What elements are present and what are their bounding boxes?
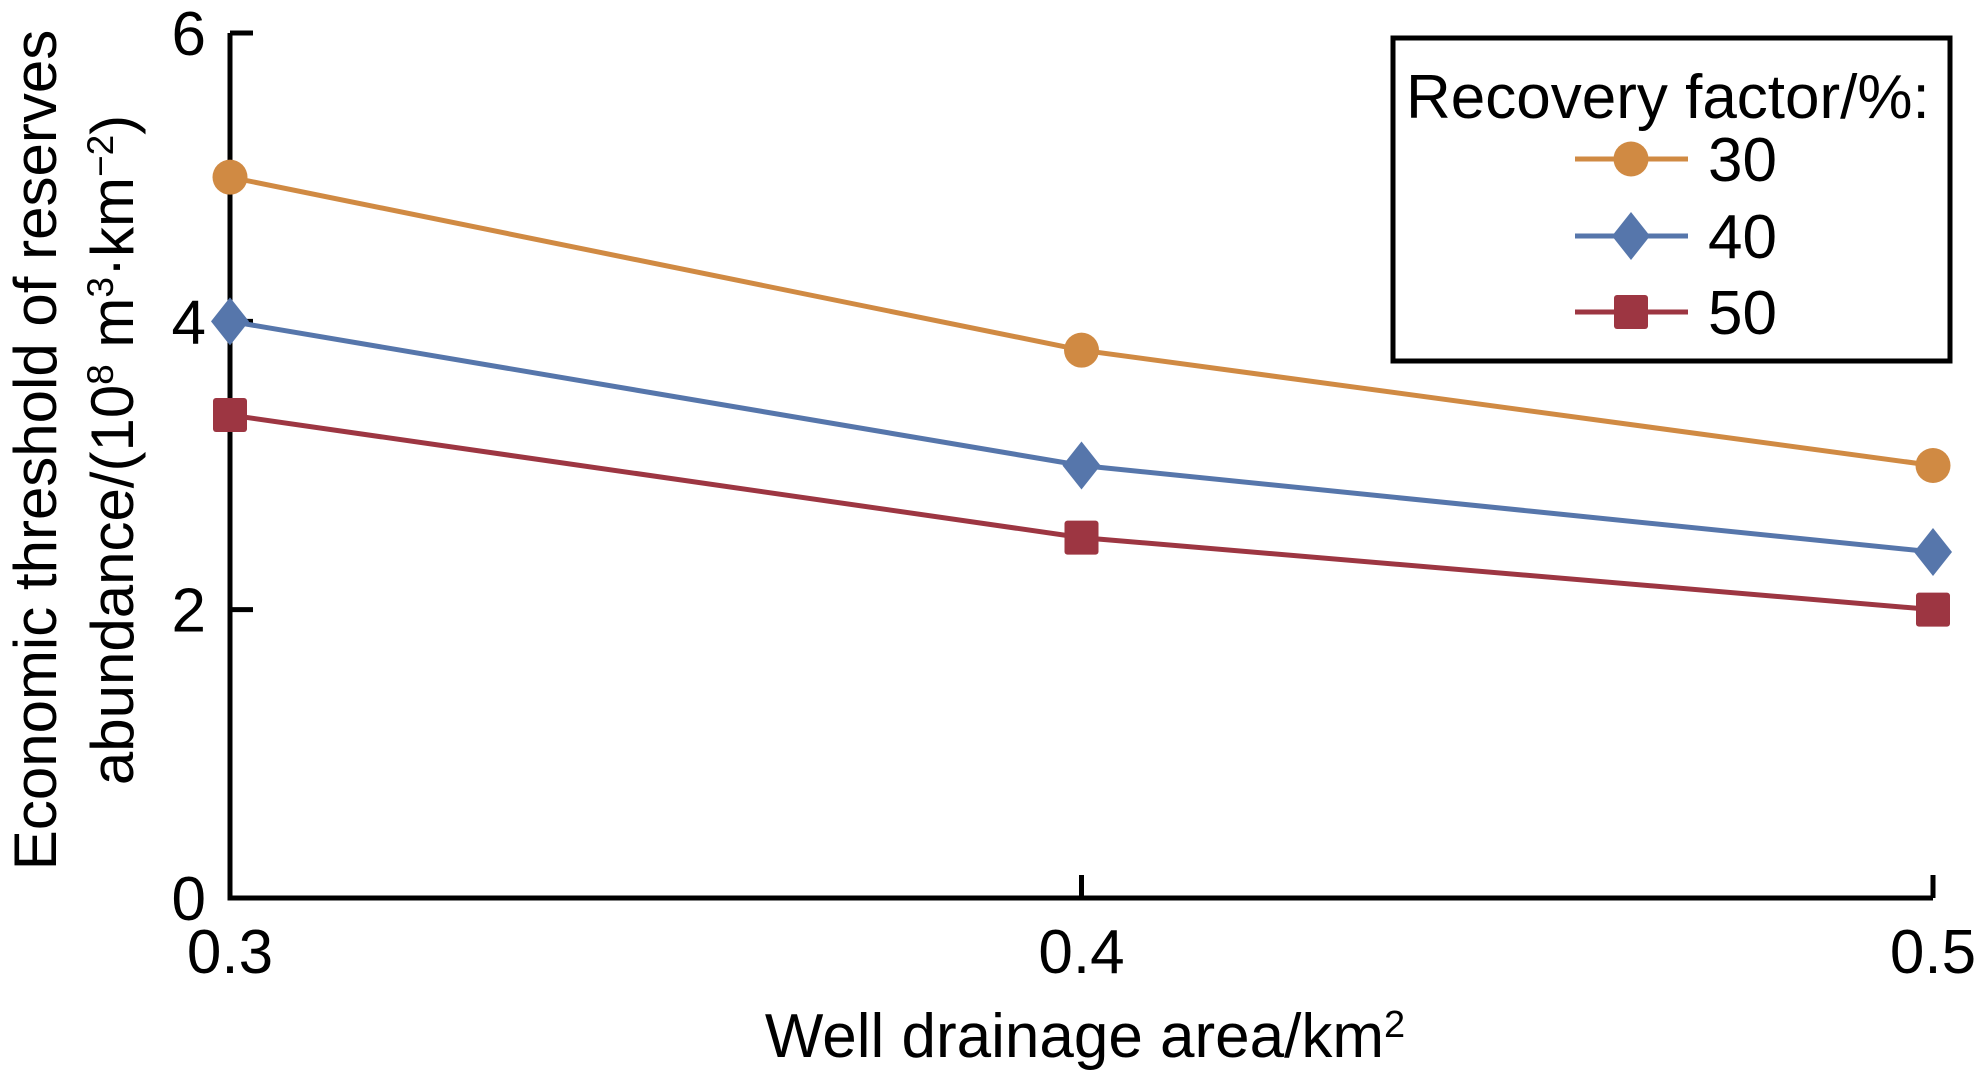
legend-entry-label: 30 — [1708, 126, 1777, 195]
y-tick-label: 2 — [172, 577, 206, 646]
axis-tick-labels: 0 2 4 6 0.3 0.4 0.5 — [172, 0, 1977, 987]
y-axis-title-line-2: abundance/(108 m3·km−2) — [79, 115, 146, 785]
series-40-diamond-marker — [211, 297, 249, 346]
series-30-circle-marker — [1064, 332, 1099, 368]
series-50-square-marker — [1064, 520, 1099, 555]
legend-diamond-marker-40 — [1612, 212, 1650, 260]
y-tick-label: 6 — [172, 0, 206, 69]
x-tick-label: 0.5 — [1890, 918, 1976, 987]
series-40-diamond-marker — [1914, 528, 1952, 576]
legend-entry-label: 50 — [1708, 279, 1777, 348]
legend-title: Recovery factor/%: — [1406, 63, 1930, 132]
legend: Recovery factor/%:30 40 50 — [1390, 35, 1953, 364]
legend-circle-marker-30 — [1613, 141, 1649, 177]
legend-square-marker-50 — [1614, 295, 1648, 329]
legend-box — [1390, 35, 1953, 364]
series-markers — [211, 159, 1952, 627]
legend-entry-label: 40 — [1708, 203, 1777, 272]
series-50-square-marker — [1916, 592, 1950, 627]
y-tick-label: 0 — [172, 865, 206, 934]
x-tick-label: 0.4 — [1038, 918, 1124, 987]
series-40-diamond-marker — [1062, 441, 1101, 490]
y-tick-label: 4 — [172, 288, 206, 357]
series-30-circle-marker — [1915, 448, 1951, 483]
axis-titles: Well drainage area/km2 Economic threshold… — [2, 30, 1405, 1071]
series-50-square-marker — [213, 398, 247, 433]
series-30-circle-marker — [212, 159, 248, 195]
x-tick-label: 0.3 — [187, 918, 273, 987]
y-axis-title-line-1: Economic threshold of reserves — [2, 30, 69, 870]
x-axis-title: Well drainage area/km2 — [765, 1002, 1405, 1071]
